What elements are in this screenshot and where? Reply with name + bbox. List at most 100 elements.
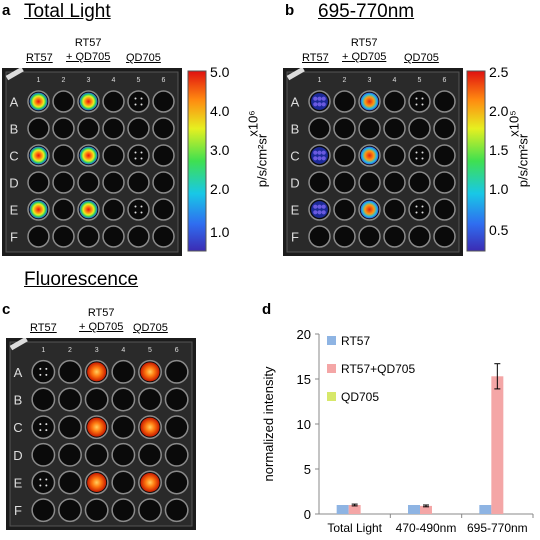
plate-well (84, 498, 109, 523)
colorbar-b-tick-4: 1.0 (489, 181, 509, 197)
bar-rt57-qd705 (348, 505, 361, 514)
signal-spot (140, 472, 160, 493)
y-tick-label: 15 (297, 372, 311, 387)
signal-speckle (313, 150, 318, 155)
plate-col-number: 3 (95, 347, 99, 354)
plate-well (408, 144, 431, 167)
well-mark (421, 205, 424, 208)
bar-chart: 0 5 10 15 20 normalized intensity Total Light 4… (261, 327, 534, 535)
plate-well (383, 171, 406, 194)
plate-well (127, 144, 150, 167)
plate-col-number: 1 (318, 77, 322, 84)
well-mark (421, 103, 424, 106)
plate-well (31, 359, 56, 384)
plate-well (164, 387, 189, 412)
plate-well (58, 387, 82, 412)
plate-well (111, 498, 136, 523)
plate-well (27, 117, 50, 140)
plate-well (127, 90, 150, 113)
plate-well (164, 470, 189, 495)
plate-well (77, 117, 100, 140)
well-mark (415, 97, 418, 100)
plate-well (383, 90, 406, 113)
plate-col-number: 1 (41, 347, 45, 354)
signal-speckle (317, 210, 322, 215)
colorbar-a-tick-1: 5.0 (210, 64, 230, 80)
plate-well (164, 415, 189, 440)
plate-row-letter: F (10, 230, 18, 245)
signal-spot (140, 362, 160, 382)
plate-well (152, 225, 175, 248)
well-mark (134, 151, 137, 154)
plate-well (408, 90, 431, 113)
plate-well (102, 171, 125, 194)
x-tick-label: 695-770nm (467, 521, 528, 535)
plate-col-number: 2 (343, 77, 347, 84)
signal-spot (79, 146, 98, 165)
colorbar-b-tick-5: 0.5 (489, 222, 509, 238)
y-tick-label: 5 (304, 462, 311, 477)
plate-well (408, 225, 431, 248)
plate-well (358, 117, 381, 140)
panel-a-col-rt57-qd705: RT57 + QD705 (66, 37, 111, 63)
plate-col-number: 1 (37, 77, 41, 84)
well-mark (39, 423, 42, 426)
well-mark (134, 205, 137, 208)
well-mark (415, 211, 418, 214)
plate-well (52, 171, 75, 194)
y-tick-label: 20 (297, 327, 311, 342)
well-mark (39, 373, 42, 376)
signal-spot (87, 472, 107, 493)
signal-speckle (313, 156, 318, 161)
plate-well (308, 171, 331, 194)
plate-row-letter: B (14, 393, 23, 408)
panel-b-title: 695-770nm (318, 1, 415, 22)
signal-speckle (317, 204, 322, 209)
plate-well (102, 225, 125, 248)
signal-spot (29, 92, 48, 111)
y-axis-label: normalized intensity (261, 366, 276, 481)
signal-speckle (313, 96, 318, 101)
plate-well (333, 90, 356, 113)
panel-c-col-rt57: RT57 (30, 322, 57, 334)
y-tick-label: 10 (297, 417, 311, 432)
well-mark (39, 484, 42, 487)
legend-swatch (327, 336, 336, 345)
plate-well (77, 225, 100, 248)
plate-well (383, 117, 406, 140)
well-mark (140, 205, 143, 208)
plate-well (111, 387, 136, 412)
plate-well (152, 198, 175, 221)
colorbar-b-tick-1: 2.5 (489, 64, 509, 80)
plate-col-number: 5 (418, 77, 422, 84)
plate-row-letter: A (14, 365, 23, 380)
colorbar-b-tick-2: 2.0 (489, 103, 509, 119)
well-mark (39, 478, 42, 481)
well-mark (45, 367, 48, 370)
panel-b-col-qd705: QD705 (404, 52, 439, 64)
plate-col-number: 4 (393, 77, 397, 84)
panel-d-label: d (262, 301, 272, 318)
signal-speckle (313, 204, 318, 209)
well-mark (39, 367, 42, 370)
plate-well (102, 144, 125, 167)
plate-well (164, 498, 189, 523)
well-mark (134, 103, 137, 106)
legend-label: QD705 (341, 390, 379, 404)
plate-col-number: 4 (112, 77, 116, 84)
x-tick-label: Total Light (327, 521, 382, 535)
signal-speckle (321, 96, 326, 101)
signal-speckle (321, 156, 326, 161)
well-mark (140, 211, 143, 214)
plate-corner-marker (5, 68, 24, 81)
plate-well (84, 387, 109, 412)
plate-well (358, 171, 381, 194)
signal-spot (87, 417, 107, 437)
plate-well (433, 198, 456, 221)
x-tick-label: 470-490nm (396, 521, 457, 535)
signal-speckle (317, 150, 322, 155)
plate-well (58, 442, 82, 467)
plate-row-letter: A (291, 95, 300, 110)
well-mark (45, 429, 48, 432)
